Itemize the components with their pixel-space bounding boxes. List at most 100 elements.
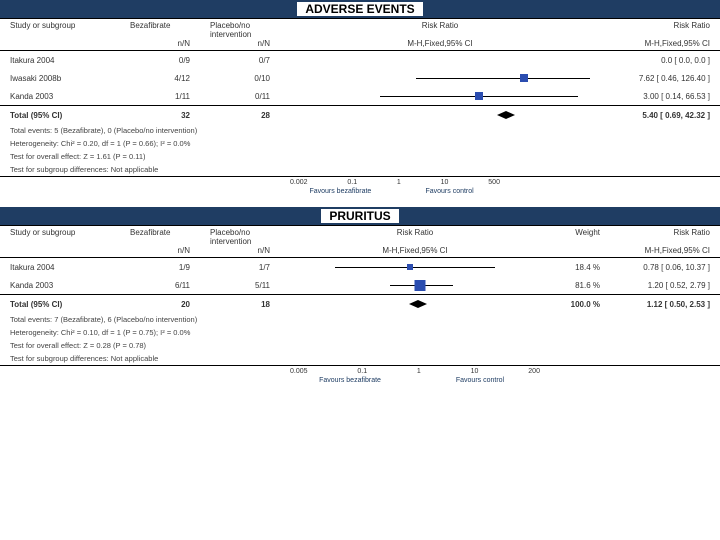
rr-text: 0.0 [ 0.0, 0.0 ] (590, 56, 710, 65)
banner-adverse-events: ADVERSE EVENTS (0, 0, 720, 18)
n2: 0/7 (210, 56, 290, 65)
total-plot-cell (290, 298, 540, 310)
sub-n2: n/N (210, 39, 290, 48)
table-row: Itakura 2004 1/9 1/7 18.4 % 0.78 [ 0.06,… (0, 258, 720, 276)
table-row: Itakura 2004 0/9 0/7 0.0 [ 0.0, 0.0 ] (0, 51, 720, 69)
total-row: Total (95% CI) 20 18 100.0 % 1.12 [ 0.50… (0, 294, 720, 313)
study-name: Iwasaki 2008b (10, 74, 130, 83)
total-row: Total (95% CI) 32 28 5.40 [ 0.69, 42.32 … (0, 105, 720, 124)
axis-tick: 0.005 (290, 368, 308, 375)
plot-cell (290, 261, 540, 273)
axis-tick: 1 (397, 179, 401, 186)
axis-tick: 200 (528, 368, 540, 375)
axis-tick: 0.1 (347, 179, 357, 186)
col-rr-text: Risk Ratio (600, 228, 710, 246)
sub-rr2: M-H,Fixed,95% CI (600, 246, 710, 255)
col-arm2: Placebo/no intervention (210, 21, 290, 39)
sub-rr: M-H,Fixed,95% CI (290, 246, 540, 255)
banner-title: ADVERSE EVENTS (297, 2, 422, 16)
total-n1: 32 (130, 111, 210, 120)
col-weight: Weight (540, 228, 600, 246)
total-n2: 18 (210, 300, 290, 309)
column-headers: Study or subgroup Bezafibrate Placebo/no… (0, 18, 720, 39)
favours-left: Favours bezafibrate (290, 377, 410, 384)
total-rr: 5.40 [ 0.69, 42.32 ] (590, 111, 710, 120)
plot-cell (290, 90, 590, 102)
col-arm1: Bezafibrate (130, 228, 210, 246)
total-label: Total (95% CI) (10, 300, 130, 309)
sub-rr2: M-H,Fixed,95% CI (590, 39, 710, 48)
footnote: Test for subgroup differences: Not appli… (0, 163, 720, 176)
footnote: Heterogeneity: Chi² = 0.20, df = 1 (P = … (0, 137, 720, 150)
rr-text: 0.78 [ 0.06, 10.37 ] (600, 263, 710, 272)
forest-plot-adverse-events: Study or subgroup Bezafibrate Placebo/no… (0, 18, 720, 207)
axis-ticks: 0.005 0.1 1 10 200 (290, 368, 540, 375)
study-name: Itakura 2004 (10, 263, 130, 272)
plot-cell (290, 54, 590, 66)
rr-text: 3.00 [ 0.14, 66.53 ] (590, 92, 710, 101)
axis-tick: 0.1 (357, 368, 367, 375)
total-label: Total (95% CI) (10, 111, 130, 120)
sub-n1: n/N (130, 39, 210, 48)
n2: 0/11 (210, 92, 290, 101)
study-name: Kanda 2003 (10, 92, 130, 101)
n1: 1/11 (130, 92, 210, 101)
total-n2: 28 (210, 111, 290, 120)
weight: 81.6 % (540, 281, 600, 290)
rr-text: 1.20 [ 0.52, 2.79 ] (600, 281, 710, 290)
col-study: Study or subgroup (10, 228, 130, 246)
study-name: Kanda 2003 (10, 281, 130, 290)
table-row: Kanda 2003 6/11 5/11 81.6 % 1.20 [ 0.52,… (0, 276, 720, 294)
plot-cell (290, 279, 540, 291)
axis-tick: 0.002 (290, 179, 308, 186)
footnote: Total events: 7 (Bezafibrate), 6 (Placeb… (0, 313, 720, 326)
favours-right: Favours control (399, 188, 500, 195)
footnote: Test for subgroup differences: Not appli… (0, 352, 720, 365)
col-study: Study or subgroup (10, 21, 130, 39)
study-name: Itakura 2004 (10, 56, 130, 65)
axis-ticks: 0.002 0.1 1 10 500 (290, 179, 500, 186)
n1: 4/12 (130, 74, 210, 83)
axis-tick: 10 (471, 368, 479, 375)
banner-pruritus: PRURITUS (0, 207, 720, 225)
column-subheaders: n/N n/N M-H,Fixed,95% CI M-H,Fixed,95% C… (0, 39, 720, 51)
n1: 0/9 (130, 56, 210, 65)
col-arm2: Placebo/no intervention (210, 228, 290, 246)
table-row: Iwasaki 2008b 4/12 0/10 7.62 [ 0.46, 126… (0, 69, 720, 87)
axis-tick: 10 (441, 179, 449, 186)
plot-cell (290, 72, 590, 84)
col-rr-plot: Risk Ratio (290, 21, 590, 39)
axis-tick: 1 (417, 368, 421, 375)
favours-left: Favours bezafibrate (290, 188, 391, 195)
table-row: Kanda 2003 1/11 0/11 3.00 [ 0.14, 66.53 … (0, 87, 720, 105)
n1: 1/9 (130, 263, 210, 272)
axis-tick: 500 (488, 179, 500, 186)
weight: 18.4 % (540, 263, 600, 272)
n2: 0/10 (210, 74, 290, 83)
footnote: Heterogeneity: Chi² = 0.10, df = 1 (P = … (0, 326, 720, 339)
favours-right: Favours control (420, 377, 540, 384)
rr-text: 7.62 [ 0.46, 126.40 ] (590, 74, 710, 83)
sub-n2: n/N (210, 246, 290, 255)
total-plot-cell (290, 109, 590, 121)
banner-title: PRURITUS (321, 209, 398, 223)
forest-plot-pruritus: Study or subgroup Bezafibrate Placebo/no… (0, 225, 720, 396)
sub-n1: n/N (130, 246, 210, 255)
col-rr-text: Risk Ratio (590, 21, 710, 39)
col-arm1: Bezafibrate (130, 21, 210, 39)
footnote: Test for overall effect: Z = 0.28 (P = 0… (0, 339, 720, 352)
column-subheaders: n/N n/N M-H,Fixed,95% CI M-H,Fixed,95% C… (0, 246, 720, 258)
footnote: Total events: 5 (Bezafibrate), 0 (Placeb… (0, 124, 720, 137)
total-n1: 20 (130, 300, 210, 309)
n2: 5/11 (210, 281, 290, 290)
n2: 1/7 (210, 263, 290, 272)
column-headers: Study or subgroup Bezafibrate Placebo/no… (0, 225, 720, 246)
axis: 0.005 0.1 1 10 200 Favours bezafibrate Favou… (0, 365, 720, 396)
total-rr: 1.12 [ 0.50, 2.53 ] (600, 300, 710, 309)
sub-rr: M-H,Fixed,95% CI (290, 39, 590, 48)
col-rr-plot: Risk Ratio (290, 228, 540, 246)
axis: 0.002 0.1 1 10 500 Favours bezafibrate Favou… (0, 176, 720, 207)
footnote: Test for overall effect: Z = 1.61 (P = 0… (0, 150, 720, 163)
n1: 6/11 (130, 281, 210, 290)
total-weight: 100.0 % (540, 300, 600, 309)
